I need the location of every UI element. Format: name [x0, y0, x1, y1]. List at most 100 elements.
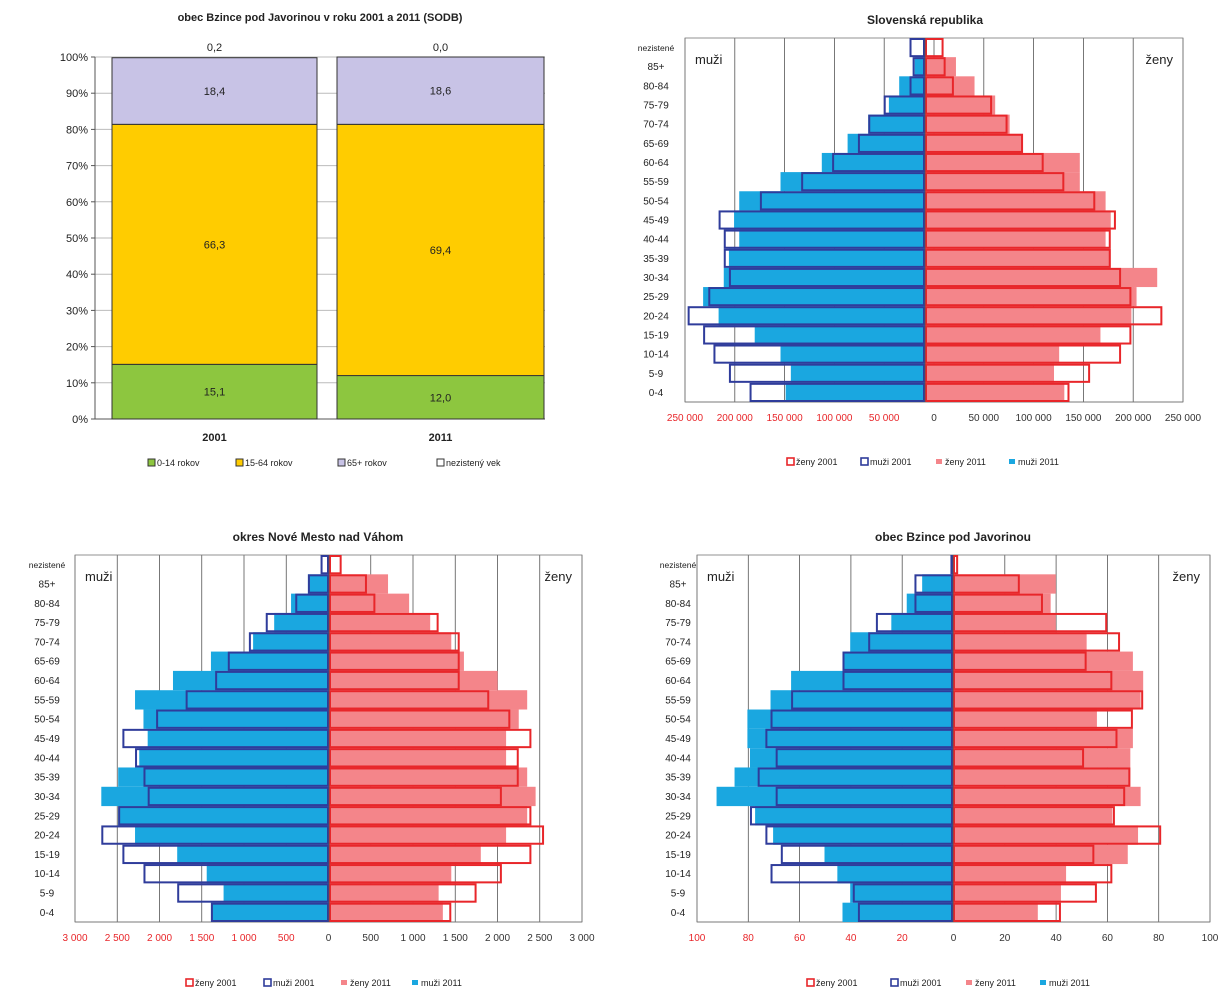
population-pyramid-3: obec Bzince pod Javorinou 100 80 60 40 20 0 20 4… — [660, 530, 1219, 988]
x-tick-label: 2 000 — [485, 933, 510, 944]
age-label: 85+ — [670, 579, 687, 590]
bar-outline — [875, 612, 954, 633]
age-label: 45-49 — [665, 734, 691, 745]
age-label: 85+ — [648, 62, 665, 73]
bar-outline — [749, 382, 925, 402]
bar — [135, 690, 329, 710]
bar — [329, 767, 528, 787]
bar-outline — [329, 883, 477, 903]
data-label: 0,2 — [207, 42, 222, 54]
bar — [754, 325, 925, 345]
bar-outline — [925, 344, 1122, 364]
bar-outline — [770, 864, 954, 884]
age-label: 85+ — [39, 579, 56, 590]
bar-outline — [925, 57, 946, 77]
bar-outline — [909, 38, 926, 58]
bar-outline — [925, 306, 1163, 326]
bar — [291, 593, 329, 613]
x-tick-label: 40 — [1051, 933, 1063, 944]
population-pyramid-1: Slovenská republika 250 000 200 000 150 000… — [638, 13, 1202, 467]
bar — [749, 748, 953, 768]
bar-outline — [953, 864, 1113, 884]
bar-outline — [780, 844, 953, 865]
bar — [925, 210, 1111, 230]
age-label: 0-4 — [671, 908, 686, 919]
bar — [850, 632, 953, 652]
age-label: 60-64 — [643, 158, 669, 169]
age-label: 0-4 — [649, 388, 664, 399]
bar-segment — [111, 363, 318, 420]
bar — [847, 133, 925, 153]
bar — [329, 806, 528, 826]
legend-label: ženy 2011 — [350, 978, 391, 988]
bar-outline — [759, 191, 925, 211]
category-label: 2011 — [429, 432, 453, 444]
bar-outline — [953, 883, 1097, 903]
data-label: 18,4 — [204, 86, 225, 98]
age-label: 65-69 — [665, 657, 691, 668]
x-tick-label: 250 000 — [667, 413, 704, 424]
bar — [739, 191, 925, 211]
bar — [925, 133, 1024, 153]
age-label: 5-9 — [649, 369, 664, 380]
bar-outline — [329, 651, 460, 671]
legend-swatch — [235, 458, 244, 467]
age-label: 60-64 — [34, 676, 60, 687]
bar — [210, 651, 329, 671]
chart-title: okres Nové Mesto nad Váhom — [233, 530, 404, 544]
bar — [770, 690, 953, 710]
age-label: 40-44 — [34, 753, 60, 764]
bar-outline — [757, 767, 953, 787]
x-tick-label: 100 — [1202, 933, 1219, 944]
bar-outline — [215, 670, 329, 691]
left-side-label: muži — [85, 569, 113, 584]
x-tick-label: 60 — [1102, 933, 1114, 944]
bar — [172, 670, 329, 691]
bar — [723, 267, 925, 288]
bar-outline — [925, 172, 1065, 192]
bar — [791, 670, 953, 691]
legend-label: muži 2011 — [1049, 978, 1090, 988]
bar — [329, 593, 410, 613]
x-tick-label: 1 500 — [189, 933, 214, 944]
age-label: 45-49 — [34, 734, 60, 745]
x-tick-label: 40 — [845, 933, 857, 944]
legend-label: ženy 2001 — [816, 978, 858, 988]
bar — [755, 806, 953, 826]
bar-outline — [329, 593, 376, 613]
bar — [842, 902, 953, 922]
bar-outline — [307, 574, 329, 594]
bar-outline — [185, 690, 329, 710]
age-label: 40-44 — [665, 753, 691, 764]
age-label: 65-69 — [34, 657, 60, 668]
bar-outline — [801, 172, 925, 192]
x-tick-label: 100 — [689, 933, 706, 944]
x-tick-label: 1 500 — [443, 933, 468, 944]
bar — [139, 748, 329, 768]
y-tick-label: 50% — [66, 233, 88, 245]
bar-outline — [122, 844, 329, 865]
bar — [821, 152, 925, 173]
bar — [925, 382, 1065, 402]
bar-outline — [912, 57, 926, 77]
age-label: 15-19 — [643, 330, 669, 341]
x-tick-label: 100 000 — [816, 413, 853, 424]
population-pyramid-2: okres Nové Mesto nad Váhom 3 000 2 500 2 00… — [29, 530, 595, 988]
legend-label: ženy 2001 — [796, 457, 838, 467]
bar — [329, 844, 481, 865]
bar — [906, 593, 953, 613]
bar-outline — [329, 612, 439, 633]
bar — [728, 248, 925, 268]
bar-outline — [329, 844, 532, 865]
legend-label: ženy 2011 — [945, 457, 986, 467]
x-tick-label: 500 — [278, 933, 295, 944]
bar-outline — [749, 806, 953, 826]
bar-outline — [953, 806, 1115, 826]
bar-outline — [925, 76, 954, 96]
bar-outline — [718, 210, 925, 230]
x-tick-label: 80 — [743, 933, 755, 944]
bar — [329, 902, 443, 922]
category-label: 2001 — [202, 432, 226, 444]
right-side-label: ženy — [1173, 569, 1201, 584]
bar — [253, 632, 329, 652]
